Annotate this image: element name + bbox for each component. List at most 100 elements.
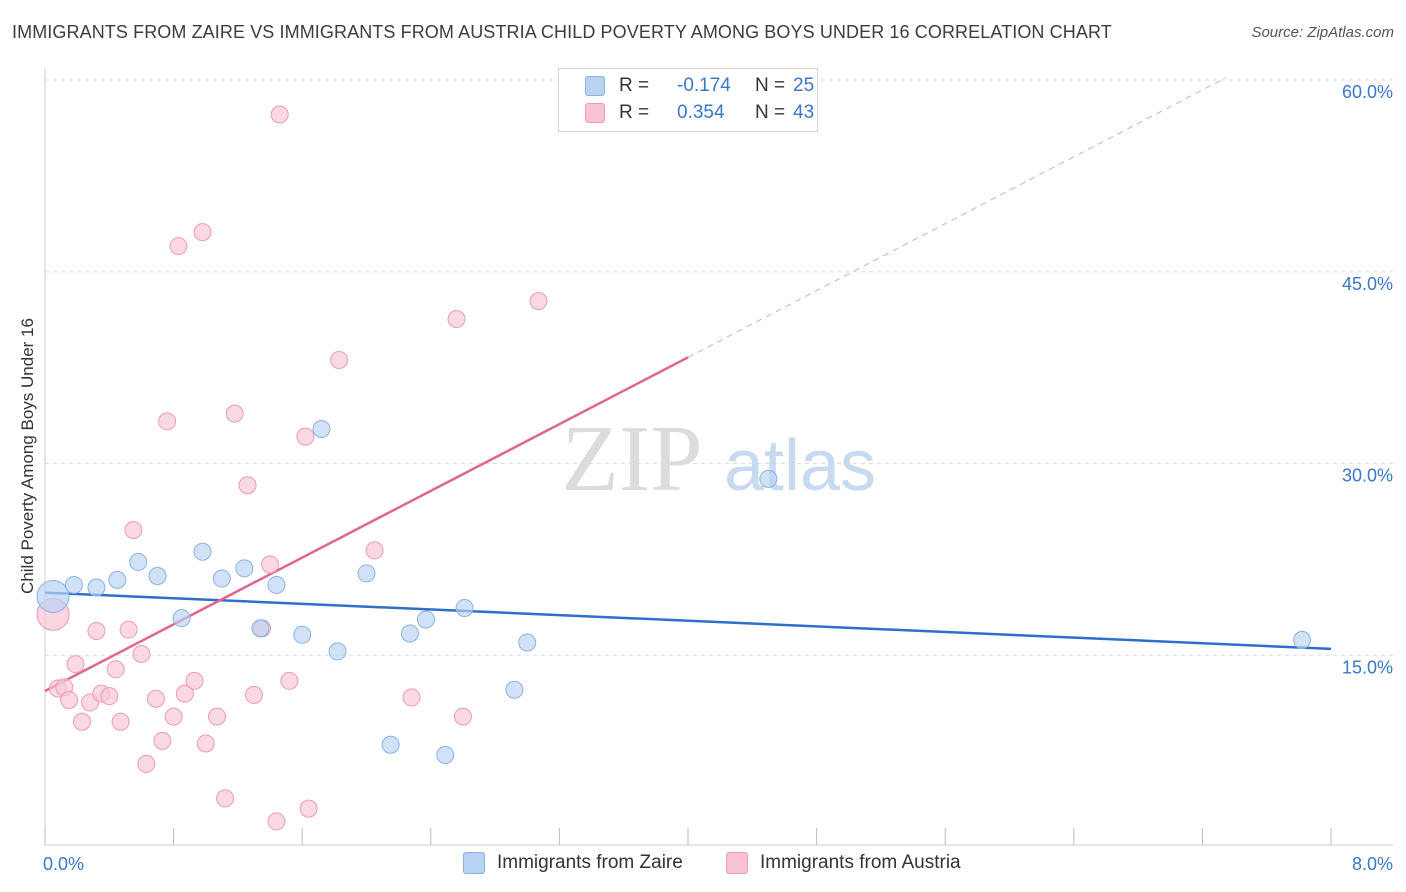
y-tick-label: 15.0% — [1342, 657, 1393, 677]
austria-point — [529, 292, 548, 311]
watermark-zip: ZIP — [562, 407, 703, 511]
austria-point — [365, 541, 384, 560]
austria-point — [216, 789, 235, 808]
zaire-point — [267, 575, 286, 594]
austria-point — [261, 555, 280, 574]
zaire-point — [108, 570, 127, 589]
austria-point — [330, 350, 349, 369]
zaire-point — [87, 578, 106, 597]
austria-point — [280, 671, 299, 690]
zaire-point — [212, 569, 231, 588]
austria-point — [132, 644, 151, 663]
tick-labels: 15.0% 30.0% 45.0% 60.0% 0.0% 8.0% — [43, 82, 1393, 874]
austria-n-label: N = — [755, 102, 786, 123]
zaire-n-value: 25 — [793, 75, 815, 96]
austria-r-value: 0.354 — [677, 102, 725, 123]
zaire-point — [357, 564, 376, 583]
zaire-point — [36, 579, 70, 613]
zaire-point — [518, 633, 537, 652]
zaire-point — [235, 559, 254, 578]
watermark-atlas: atlas — [724, 426, 876, 506]
austria-point — [164, 707, 183, 726]
austria-trend-extension — [687, 76, 1227, 358]
y-tick-label: 45.0% — [1342, 274, 1393, 294]
austria-point — [153, 731, 172, 750]
austria-point — [106, 660, 125, 679]
zaire-point — [172, 609, 191, 628]
austria-point — [185, 671, 204, 690]
austria-point — [193, 223, 212, 242]
zaire-swatch — [585, 76, 605, 96]
austria-point — [270, 105, 289, 124]
austria-point — [238, 476, 257, 495]
austria-point — [299, 799, 318, 818]
austria-point — [244, 685, 263, 704]
source-credit: Source: ZipAtlas.com — [1251, 24, 1394, 41]
zaire-point — [129, 552, 148, 571]
zaire-point — [381, 735, 400, 754]
austria-point — [72, 712, 91, 731]
austria-point — [225, 404, 244, 423]
axes — [44, 68, 1393, 846]
zaire-point — [1293, 630, 1312, 649]
austria-point — [447, 310, 466, 329]
austria-point — [158, 412, 177, 431]
austria-point — [100, 687, 119, 706]
chart-title: IMMIGRANTS FROM ZAIRE VS IMMIGRANTS FROM… — [12, 22, 1112, 42]
zaire-point — [416, 610, 435, 629]
bottom-legend-austria: Immigrants from Austria — [726, 852, 961, 874]
zaire-trend-line — [44, 591, 1332, 651]
austria-point — [296, 427, 315, 446]
zaire-point — [293, 625, 312, 644]
zaire-point — [328, 642, 347, 661]
zaire-point — [400, 624, 419, 643]
austria-point — [66, 655, 85, 674]
zaire-point — [193, 542, 212, 561]
trend-lines — [44, 76, 1332, 693]
zaire-point — [505, 680, 524, 699]
austria-point — [169, 237, 188, 256]
austria-r-label: R = — [619, 102, 650, 123]
austria-point — [137, 754, 156, 773]
austria-point — [111, 712, 130, 731]
zaire-point — [251, 619, 270, 638]
bottom-legend-zaire: Immigrants from Zaire — [463, 852, 683, 874]
austria-point — [124, 520, 143, 539]
y-tick-label: 30.0% — [1342, 466, 1393, 486]
austria-point — [453, 707, 472, 726]
bottom-austria-swatch — [726, 852, 748, 874]
austria-point — [146, 689, 165, 708]
austria-point — [267, 812, 286, 831]
zaire-point — [455, 598, 474, 617]
bottom-zaire-label: Immigrants from Zaire — [497, 852, 683, 873]
austria-point — [60, 690, 79, 709]
austria-n-value: 43 — [793, 102, 815, 123]
y-axis-label: Child Poverty Among Boys Under 16 — [18, 318, 37, 594]
zaire-point — [148, 566, 167, 585]
zaire-r-label: R = — [619, 75, 650, 96]
austria-point — [208, 707, 227, 726]
austria-point — [119, 620, 138, 639]
x-tick-label-start: 0.0% — [43, 854, 84, 874]
zaire-point — [312, 419, 331, 438]
austria-point — [175, 684, 194, 703]
austria-point — [196, 734, 215, 753]
austria-point — [87, 621, 106, 640]
bottom-austria-label: Immigrants from Austria — [760, 852, 961, 873]
zaire-point — [64, 575, 83, 594]
series-zaire-points — [36, 419, 1312, 764]
zaire-n-label: N = — [755, 75, 786, 96]
zaire-point — [759, 469, 778, 488]
series-austria-points — [36, 105, 548, 831]
austria-swatch — [585, 103, 605, 123]
zaire-point — [436, 745, 455, 764]
correlation-legend: R = -0.174 N = 25 R = 0.354 N = 43 — [558, 68, 818, 132]
austria-point — [402, 688, 421, 707]
watermark: ZIP atlas — [562, 407, 877, 511]
bottom-zaire-swatch — [463, 852, 485, 874]
austria-trend-line — [44, 356, 689, 693]
y-tick-label: 60.0% — [1342, 82, 1393, 102]
x-tick-label-end: 8.0% — [1352, 854, 1393, 874]
zaire-r-value: -0.174 — [677, 75, 731, 96]
